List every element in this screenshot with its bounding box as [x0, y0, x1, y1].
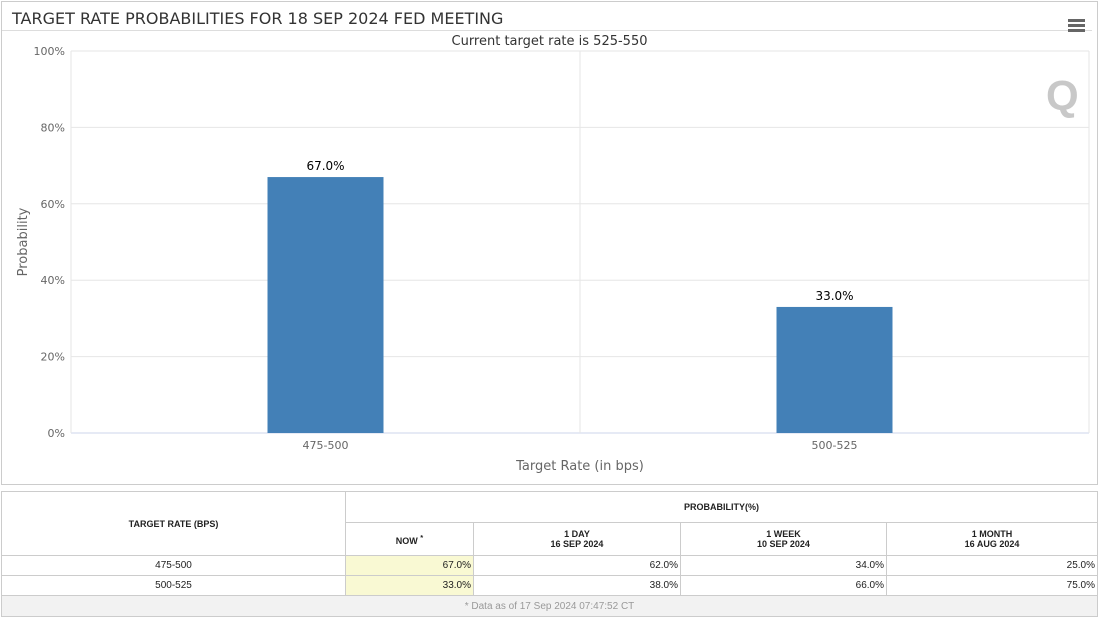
- bar: [267, 177, 384, 433]
- data-label: 67.0%: [306, 159, 344, 173]
- y-tick-label: 0%: [48, 427, 65, 440]
- chart-title: TARGET RATE PROBABILITIES FOR 18 SEP 202…: [12, 9, 504, 28]
- logo: Q: [1046, 72, 1079, 119]
- day-cell: 38.0%: [473, 575, 681, 596]
- y-tick-label: 80%: [41, 121, 65, 134]
- col-now: NOW *: [345, 522, 474, 556]
- month-cell: 75.0%: [886, 575, 1098, 596]
- bar-chart: 0% 20% 40% 60% 80% 100% 67.0% 475-500 33.0% 500-5…: [16, 45, 1090, 474]
- rate-cell: 475-500: [1, 555, 346, 576]
- day-cell: 62.0%: [473, 555, 681, 576]
- title-divider: [2, 30, 1092, 31]
- chart-subtitle: Current target rate is 525-550: [451, 34, 648, 49]
- y-tick-label: 100%: [34, 45, 65, 58]
- col-1-day: 1 DAY 16 SEP 2024: [473, 522, 681, 556]
- y-tick-label: 60%: [41, 198, 65, 211]
- rate-cell: 500-525: [1, 575, 346, 596]
- bar: [776, 306, 893, 433]
- x-axis-label: Target Rate (in bps): [515, 459, 644, 474]
- table-row: 500-525 33.0% 38.0% 66.0% 75.0%: [1, 575, 1098, 596]
- chart-container: TARGET RATE PROBABILITIES FOR 18 SEP 202…: [1, 1, 1098, 485]
- probability-table: TARGET RATE (BPS) PROBABILITY(%) NOW * 1…: [1, 491, 1098, 617]
- data-label: 33.0%: [815, 289, 853, 303]
- col-1-week: 1 WEEK 10 SEP 2024: [680, 522, 887, 556]
- week-cell: 66.0%: [680, 575, 887, 596]
- y-axis-label: Probability: [16, 207, 31, 276]
- footnote: * Data as of 17 Sep 2024 07:47:52 CT: [1, 595, 1098, 617]
- week-cell: 34.0%: [680, 555, 887, 576]
- y-tick-label: 20%: [41, 351, 65, 364]
- x-tick-label: 500-525: [812, 439, 858, 452]
- now-cell: 67.0%: [345, 555, 474, 576]
- col-1-month: 1 MONTH 16 AUG 2024: [886, 522, 1098, 556]
- x-tick-label: 475-500: [303, 439, 349, 452]
- now-cell: 33.0%: [345, 575, 474, 596]
- y-tick-label: 40%: [41, 274, 65, 287]
- month-cell: 25.0%: [886, 555, 1098, 576]
- header-target-rate: TARGET RATE (BPS): [1, 491, 346, 556]
- hamburger-menu-icon[interactable]: [1068, 19, 1085, 33]
- table-row: 475-500 67.0% 62.0% 34.0% 25.0%: [1, 555, 1098, 576]
- header-probability: PROBABILITY(%): [345, 491, 1098, 523]
